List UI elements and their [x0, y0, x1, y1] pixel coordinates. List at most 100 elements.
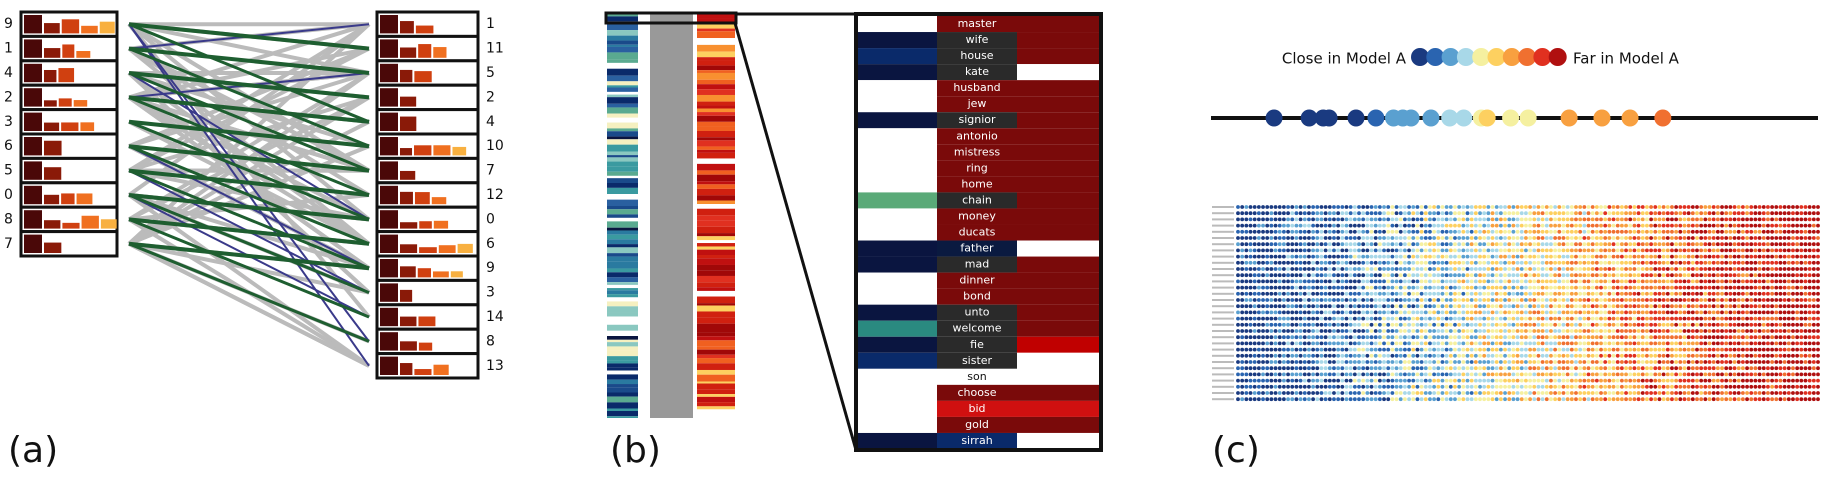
matrix-dot: [1658, 323, 1662, 327]
matrix-dot: [1365, 236, 1369, 240]
matrix-dot: [1562, 385, 1566, 389]
matrix-dot: [1461, 249, 1465, 253]
matrix-dot: [1511, 230, 1515, 234]
stripe: [607, 104, 638, 108]
topic-bar: [44, 70, 56, 82]
matrix-dot: [1557, 391, 1561, 395]
matrix-dot: [1787, 273, 1791, 277]
matrix-dot: [1403, 385, 1407, 389]
matrix-dot: [1491, 292, 1495, 296]
matrix-dot: [1762, 323, 1766, 327]
matrix-dot: [1716, 230, 1720, 234]
matrix-dot: [1445, 273, 1449, 277]
matrix-dot: [1628, 373, 1632, 377]
matrix-dot: [1424, 360, 1428, 364]
matrix-dot: [1395, 242, 1399, 246]
matrix-dot: [1278, 292, 1282, 296]
matrix-dot: [1420, 236, 1424, 240]
matrix-dot: [1599, 342, 1603, 346]
topic-bar: [380, 186, 398, 204]
matrix-dot: [1320, 255, 1324, 259]
matrix-dot: [1457, 280, 1461, 284]
matrix-dot: [1365, 317, 1369, 321]
matrix-dot: [1240, 273, 1244, 277]
matrix-dot: [1428, 311, 1432, 315]
matrix-dot: [1683, 329, 1687, 333]
matrix-dot: [1774, 255, 1778, 259]
matrix-dot: [1745, 391, 1749, 395]
matrix-dot: [1754, 385, 1758, 389]
matrix-dot: [1783, 298, 1787, 302]
matrix-dot: [1703, 273, 1707, 277]
matrix-dot: [1691, 280, 1695, 284]
matrix-dot: [1507, 211, 1511, 215]
matrix-dot: [1345, 360, 1349, 364]
matrix-dot: [1445, 205, 1449, 209]
matrix-dot: [1599, 224, 1603, 228]
matrix-dot: [1804, 335, 1808, 339]
matrix-dot: [1503, 391, 1507, 395]
matrix-dot: [1336, 304, 1340, 308]
matrix-dot: [1549, 311, 1553, 315]
matrix-dot: [1303, 342, 1307, 346]
matrix-dot: [1712, 261, 1716, 265]
matrix-dot: [1457, 205, 1461, 209]
matrix-dot: [1620, 373, 1624, 377]
matrix-dot: [1708, 342, 1712, 346]
matrix-dot: [1328, 397, 1332, 401]
matrix-dot: [1499, 311, 1503, 315]
matrix-dot: [1307, 261, 1311, 265]
matrix-dot: [1495, 261, 1499, 265]
matrix-dot: [1453, 273, 1457, 277]
topic-label: 7: [486, 163, 495, 179]
matrix-dot: [1432, 397, 1436, 401]
matrix-dot: [1357, 211, 1361, 215]
matrix-dot: [1574, 261, 1578, 265]
matrix-dot: [1457, 323, 1461, 327]
matrix-dot: [1278, 230, 1282, 234]
matrix-dot: [1428, 366, 1432, 370]
matrix-dot: [1507, 373, 1511, 377]
matrix-dot: [1399, 261, 1403, 265]
matrix-dot: [1816, 242, 1820, 246]
matrix-dot: [1345, 273, 1349, 277]
matrix-dot: [1591, 366, 1595, 370]
matrix-dot: [1249, 373, 1253, 377]
matrix-dot: [1474, 397, 1478, 401]
matrix-dot: [1653, 230, 1657, 234]
matrix-dot: [1641, 342, 1645, 346]
matrix-dot: [1282, 298, 1286, 302]
matrix-dot: [1574, 286, 1578, 290]
matrix-dot: [1307, 323, 1311, 327]
matrix-dot: [1340, 255, 1344, 259]
matrix-dot: [1570, 261, 1574, 265]
matrix-dot: [1762, 366, 1766, 370]
matrix-dot: [1570, 255, 1574, 259]
matrix-dot: [1683, 342, 1687, 346]
matrix-dot: [1436, 298, 1440, 302]
matrix-dot: [1545, 242, 1549, 246]
matrix-dot: [1674, 354, 1678, 358]
matrix-dot: [1503, 329, 1507, 333]
matrix-dot: [1545, 255, 1549, 259]
stripe: [607, 123, 638, 129]
matrix-dot: [1516, 366, 1520, 370]
matrix-dot: [1557, 280, 1561, 284]
matrix-dot: [1324, 218, 1328, 222]
matrix-dot: [1332, 211, 1336, 215]
matrix-dot: [1395, 267, 1399, 271]
matrix-dot: [1240, 391, 1244, 395]
matrix-dot: [1603, 286, 1607, 290]
matrix-dot: [1637, 385, 1641, 389]
matrix-dot: [1549, 286, 1553, 290]
matrix-dot: [1420, 366, 1424, 370]
matrix-dot: [1411, 335, 1415, 339]
matrix-dot: [1795, 329, 1799, 333]
matrix-dot: [1783, 211, 1787, 215]
matrix-dot: [1716, 242, 1720, 246]
matrix-dot: [1257, 205, 1261, 209]
matrix-dot: [1453, 373, 1457, 377]
matrix-dot: [1658, 304, 1662, 308]
matrix-dot: [1645, 211, 1649, 215]
matrix-dot: [1424, 236, 1428, 240]
